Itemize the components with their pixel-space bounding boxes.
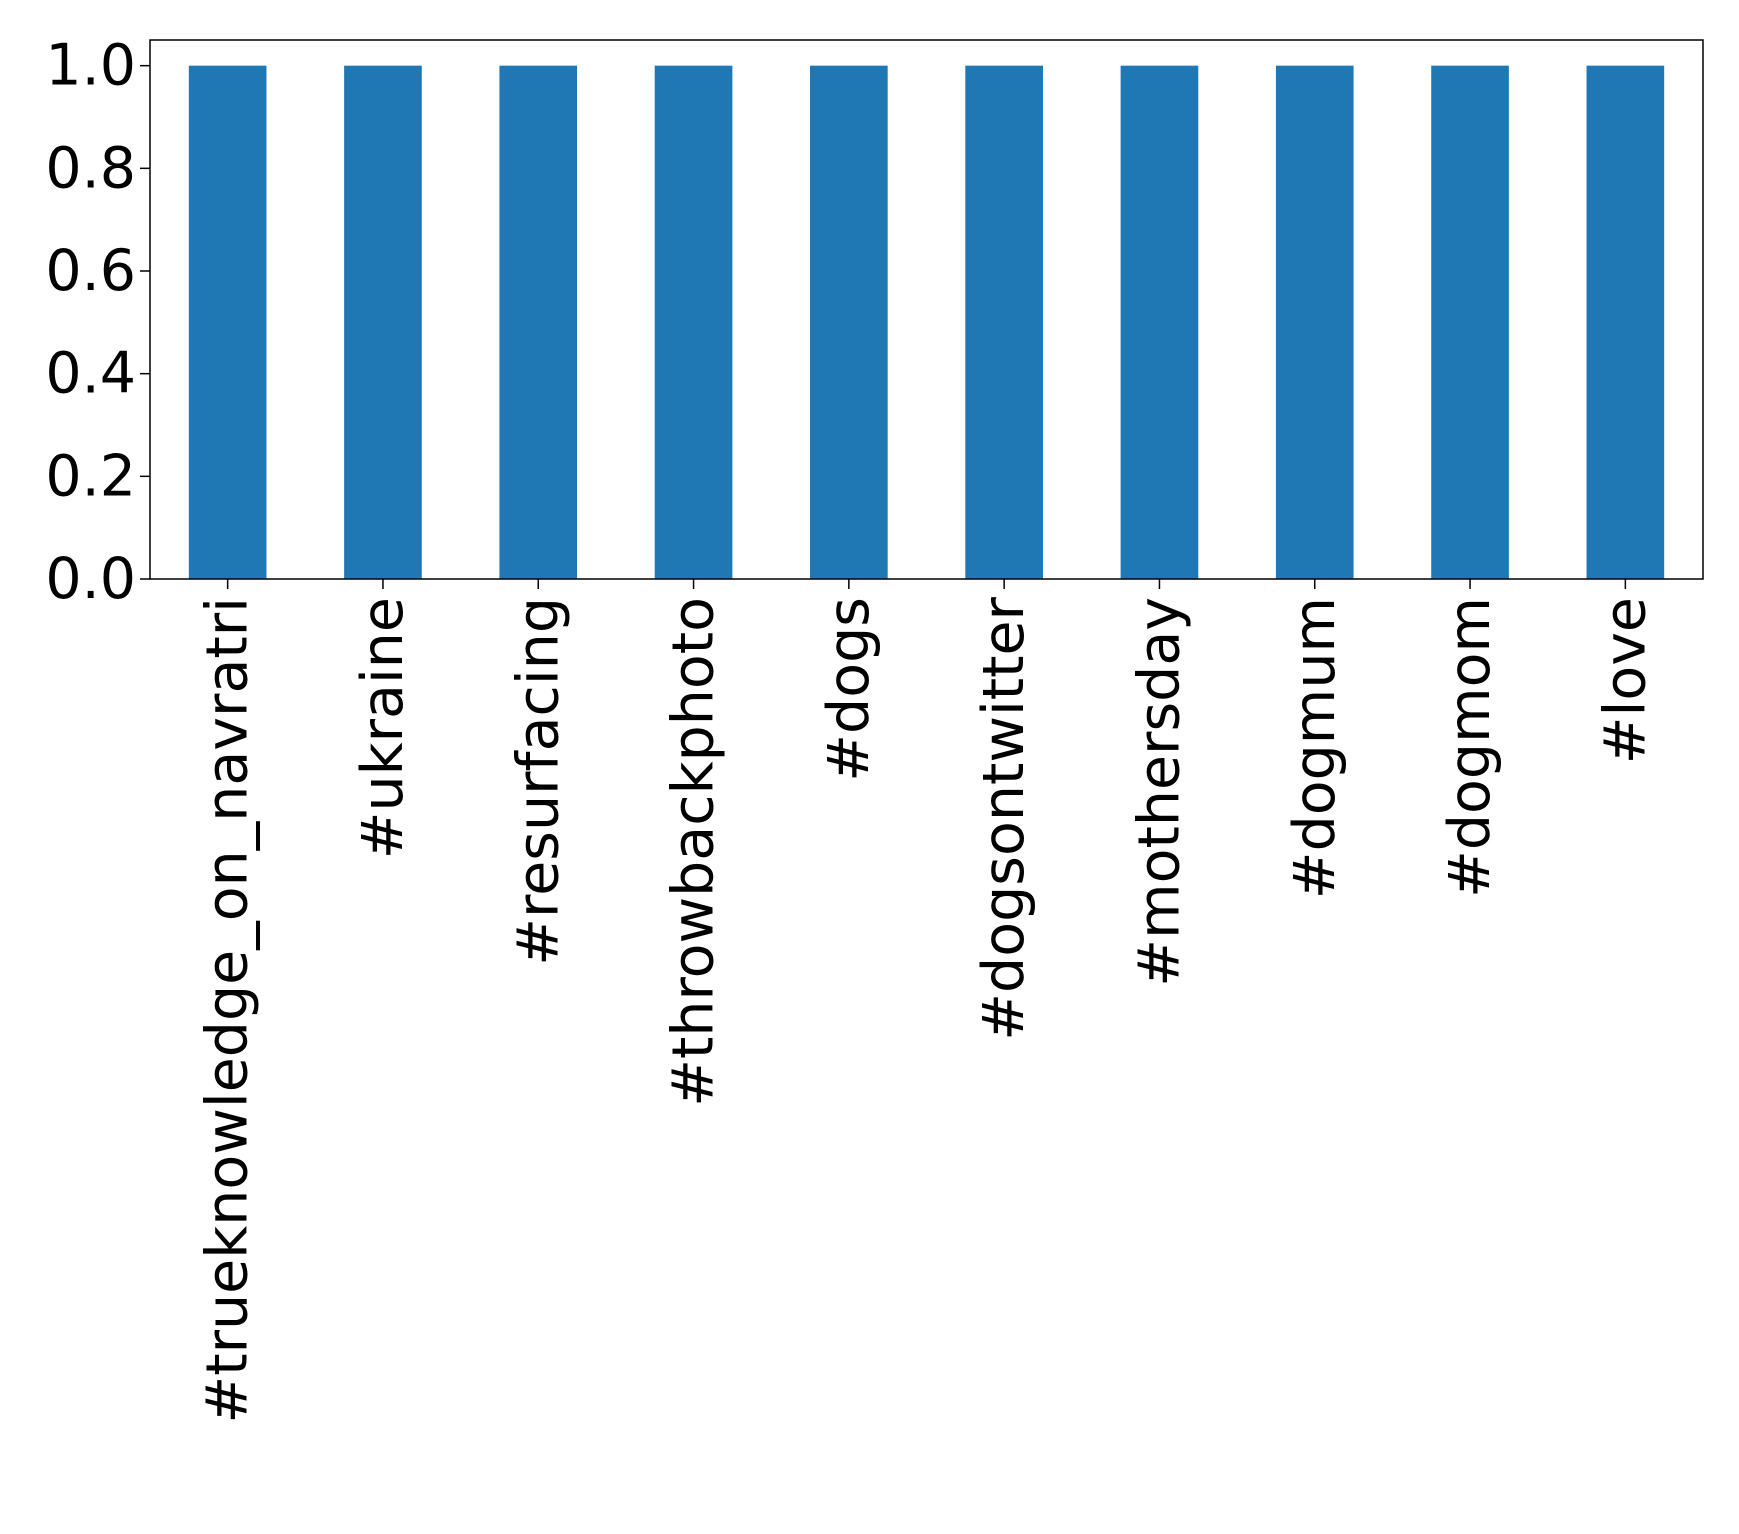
x-tick-label-8: #dogmom	[1437, 597, 1503, 898]
bar-6	[1120, 65, 1199, 579]
y-tick-label-0: 0.0	[45, 546, 136, 612]
y-axis: 0.0 0.2 0.4 0.6 0.8 1.0	[45, 33, 150, 612]
bar-2	[499, 65, 578, 579]
x-tick-label-9: #love	[1592, 597, 1658, 764]
bar-9	[1586, 65, 1665, 579]
bar-3	[654, 65, 733, 579]
x-tick-label-5: #dogsontwitter	[971, 596, 1037, 1040]
y-tick-label-2: 0.4	[45, 341, 136, 407]
y-tick-label-1: 0.2	[45, 443, 136, 509]
bars	[188, 65, 1665, 579]
x-tick-label-4: #dogs	[816, 597, 882, 782]
bar-4	[810, 65, 888, 579]
plot-frame	[149, 39, 1704, 580]
bar-0	[188, 65, 267, 579]
y-tick-label-3: 0.6	[45, 238, 136, 304]
bar-5	[965, 65, 1043, 579]
x-tick-label-3: #throwbackphoto	[661, 597, 727, 1107]
y-tick-label-4: 0.8	[45, 135, 136, 201]
y-tick-label-5: 1.0	[45, 33, 136, 99]
bar-7	[1275, 65, 1354, 579]
x-tick-label-1: #ukraine	[350, 597, 416, 859]
x-axis: #trueknowledge_on_navratri #ukraine #resur…	[195, 579, 1658, 1423]
x-tick-label-7: #dogmum	[1282, 597, 1348, 899]
bar-1	[344, 65, 422, 579]
x-tick-label-2: #resurfacing	[505, 597, 571, 966]
x-tick-label-0: #trueknowledge_on_navratri	[195, 597, 261, 1423]
bar-8	[1431, 65, 1509, 579]
x-tick-label-6: #mothersday	[1126, 597, 1192, 987]
